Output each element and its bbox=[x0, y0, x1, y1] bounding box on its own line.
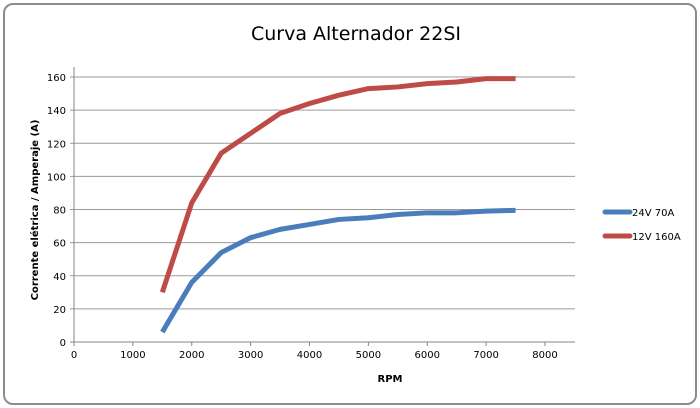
y-tick-label: 160 bbox=[47, 73, 66, 84]
x-tick-label: 7000 bbox=[473, 350, 498, 361]
chart-title: Curva Alternador 22SI bbox=[251, 23, 461, 45]
y-axis-label: Corrente elétrica / Amperaje (A) bbox=[29, 120, 41, 301]
y-tick-label: 80 bbox=[53, 206, 66, 217]
x-tick-label: 1000 bbox=[120, 350, 145, 361]
x-tick-label: 5000 bbox=[356, 350, 381, 361]
y-tick-label: 0 bbox=[60, 338, 66, 349]
y-tick-label: 60 bbox=[53, 239, 66, 250]
series-line-1 bbox=[159, 76, 516, 294]
x-tick-label: 2000 bbox=[179, 350, 204, 361]
x-tick-label: 0 bbox=[71, 350, 77, 361]
legend-label: 12V 160A bbox=[632, 232, 681, 243]
y-tick-label: 120 bbox=[47, 139, 66, 150]
x-tick-label: 6000 bbox=[415, 350, 440, 361]
y-tick-label: 20 bbox=[53, 305, 66, 316]
chart-frame bbox=[3, 3, 697, 405]
x-axis-label: RPM bbox=[378, 374, 403, 385]
x-tick-label: 3000 bbox=[238, 350, 263, 361]
series-line-0 bbox=[160, 207, 516, 334]
legend-label: 24V 70A bbox=[632, 208, 674, 219]
x-tick-label: 4000 bbox=[297, 350, 322, 361]
y-tick-label: 40 bbox=[53, 272, 66, 283]
y-tick-label: 100 bbox=[47, 172, 66, 183]
y-tick-label: 140 bbox=[47, 106, 66, 117]
x-tick-label: 8000 bbox=[532, 350, 557, 361]
